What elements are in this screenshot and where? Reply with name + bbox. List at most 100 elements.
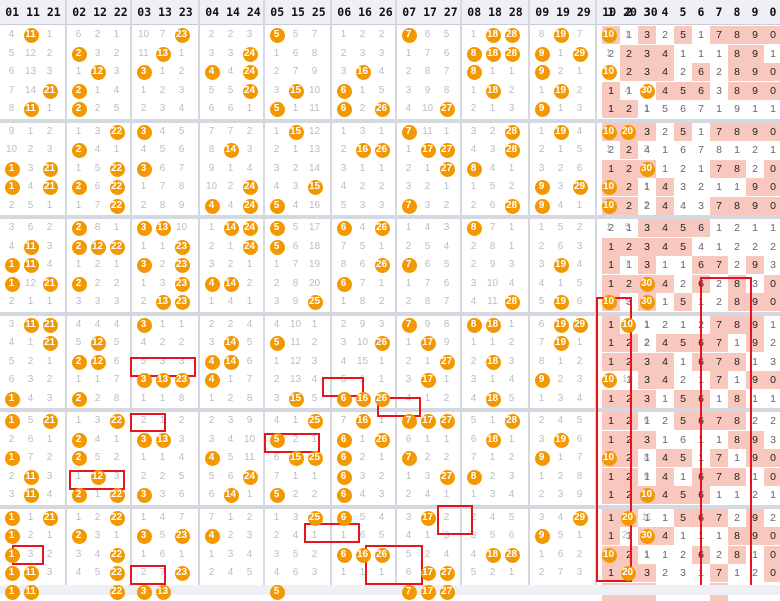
trend-cell: 3 bbox=[311, 567, 318, 578]
trend-cell: 16 bbox=[355, 63, 371, 81]
trend-cell: 4 bbox=[557, 511, 564, 523]
trend-cell: 3 bbox=[470, 374, 477, 385]
digit-cell: 2 bbox=[662, 415, 668, 427]
digit-cell: 6 bbox=[692, 81, 710, 100]
trend-cell: 1 bbox=[273, 125, 280, 137]
group-header: 02 12 22 bbox=[72, 5, 128, 19]
trend-cell: 4 bbox=[424, 489, 431, 500]
trend-cell: 1 bbox=[405, 277, 412, 289]
trend-cell: 24 bbox=[242, 238, 258, 256]
trend-cell: 25 bbox=[307, 293, 323, 311]
trend-cell: 2 bbox=[508, 84, 515, 96]
annotation-box bbox=[365, 545, 423, 585]
trend-cell: 2 bbox=[140, 567, 147, 578]
trend-cell: 2 bbox=[113, 452, 120, 463]
trend-cell: 1 bbox=[46, 530, 53, 541]
digit-cell: 7 bbox=[710, 196, 728, 215]
trend-cell: 11 bbox=[244, 452, 255, 463]
digit-cell: 1 bbox=[662, 259, 668, 271]
trend-cell: 4 bbox=[624, 84, 631, 96]
trend-cell: 7 bbox=[557, 567, 564, 578]
digit-cell: 2 bbox=[680, 66, 686, 78]
trend-cell: 4 bbox=[424, 222, 431, 233]
digit-cell: 8 bbox=[728, 467, 746, 486]
trend-cell: 8 bbox=[466, 63, 482, 81]
trend-cell: 1 bbox=[378, 125, 385, 137]
digit-cell: 3 bbox=[638, 44, 656, 63]
trend-cell: 4 bbox=[227, 433, 234, 445]
trend-cell: 1 bbox=[378, 162, 385, 174]
trend-cell: 11 bbox=[23, 26, 39, 44]
trend-cell: 4 bbox=[8, 29, 15, 40]
trend-cell: 1 bbox=[140, 240, 147, 252]
digit-cell: 1 bbox=[602, 412, 620, 430]
trend-cell: 2 bbox=[208, 240, 215, 252]
trend-cell: 14 bbox=[223, 275, 239, 293]
trend-cell: 3 bbox=[136, 219, 152, 237]
trend-cell: 2 bbox=[292, 433, 299, 445]
trend-cell: 20 bbox=[620, 564, 636, 582]
trend-cell: 6 bbox=[208, 103, 215, 114]
digit-cell: 4 bbox=[656, 44, 674, 63]
digit-cell: 7 bbox=[710, 564, 728, 582]
trend-cell: 5 bbox=[269, 26, 285, 44]
trend-cell: 15 bbox=[288, 82, 304, 100]
digit-cell: 1 bbox=[734, 452, 740, 464]
trend-cell: 2 bbox=[246, 277, 253, 289]
digit-cell: 8 bbox=[728, 63, 746, 81]
trend-cell: 2 bbox=[46, 452, 53, 463]
trend-cell: 11 bbox=[23, 100, 39, 118]
trend-cell: 5 bbox=[557, 222, 564, 233]
trend-cell: 4 bbox=[8, 240, 15, 252]
trend-cell: 1 bbox=[508, 433, 515, 445]
trend-cell: 3 bbox=[46, 66, 53, 77]
digit-cell: 7 bbox=[698, 144, 704, 156]
digit-cell: 3 bbox=[770, 259, 776, 271]
trend-cell: 26 bbox=[374, 334, 390, 352]
trend-cell: 3 bbox=[159, 355, 166, 367]
trend-cell: 1 bbox=[4, 564, 20, 582]
digit-cell: 1 bbox=[662, 296, 668, 308]
trend-cell: 4 bbox=[273, 415, 280, 426]
trend-cell: 7 bbox=[489, 222, 496, 233]
digit-cell: 0 bbox=[764, 449, 780, 467]
trend-cell: 10 bbox=[601, 293, 617, 311]
trend-cell: 1 bbox=[489, 452, 496, 463]
trend-cell: 6 bbox=[208, 489, 215, 500]
digit-cell: 5 bbox=[674, 26, 692, 44]
trend-cell: 4 bbox=[292, 530, 299, 541]
digit-cell: 3 bbox=[626, 296, 632, 308]
digit-cell: 0 bbox=[764, 293, 780, 311]
digit-header: 0 bbox=[769, 5, 777, 19]
digit-cell: 2 bbox=[644, 337, 650, 349]
digit-cell: 1 bbox=[752, 222, 758, 234]
trend-cell: 6 bbox=[178, 489, 185, 500]
digit-cell: 1 bbox=[662, 162, 668, 175]
trend-cell: 8 bbox=[424, 296, 431, 307]
digit-cell: 2 bbox=[770, 337, 776, 349]
column-divider bbox=[130, 0, 132, 595]
trend-cell: 11 bbox=[290, 337, 301, 348]
trend-cell: 3 bbox=[378, 489, 385, 500]
group-header: 05 15 25 bbox=[270, 5, 326, 19]
trend-cell: 1 bbox=[405, 47, 412, 59]
trend-cell: 7 bbox=[424, 47, 431, 59]
trend-cell: 15 bbox=[307, 178, 323, 196]
trend-cell: 14 bbox=[223, 141, 239, 159]
trend-cell: 9 bbox=[534, 63, 550, 81]
trend-cell: 4 bbox=[94, 433, 101, 445]
trend-cell: 23 bbox=[174, 256, 190, 274]
trend-cell: 1 bbox=[643, 318, 650, 330]
digit-cell: 1 bbox=[626, 374, 632, 386]
digit-cell: 1 bbox=[716, 433, 722, 446]
digit-cell: 1 bbox=[770, 144, 776, 156]
digit-cell: 0 bbox=[764, 122, 780, 141]
trend-cell: 18 bbox=[485, 316, 501, 334]
trend-cell: 1 bbox=[359, 567, 366, 578]
trend-cell: 8 bbox=[466, 219, 482, 237]
trend-cell: 6 bbox=[8, 374, 15, 385]
trend-cell: 11 bbox=[23, 468, 39, 486]
trend-cell: 3 bbox=[136, 316, 152, 334]
digit-cell: 2 bbox=[734, 511, 740, 524]
trend-cell: 1 bbox=[140, 181, 147, 192]
